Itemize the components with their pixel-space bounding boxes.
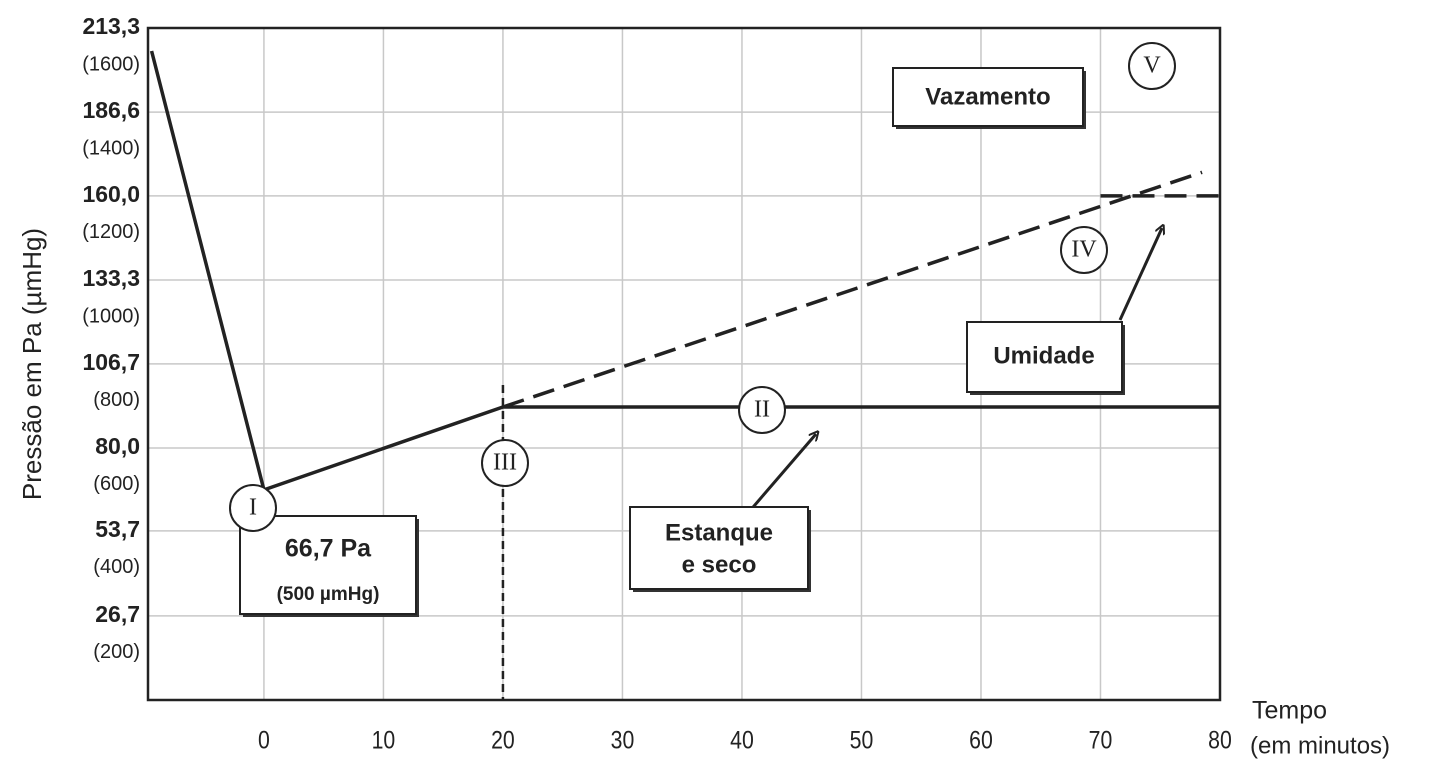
marker-circle xyxy=(229,484,277,532)
annotation: e seco xyxy=(682,551,757,578)
x-axis-label: Tempo xyxy=(1252,697,1327,725)
y-axis-label: Pressão em Pa (µmHg) xyxy=(17,228,47,500)
annotation-box xyxy=(892,67,1084,127)
y-tick-label: 106,7 xyxy=(82,349,140,375)
line xyxy=(502,170,1203,409)
y-tick-sublabel: (1200) xyxy=(82,221,140,243)
arrow xyxy=(746,434,816,514)
y-tick-label: 186,6 xyxy=(82,97,140,123)
y-tick-label: 133,3 xyxy=(82,265,140,291)
x-tick-label: 50 xyxy=(850,726,874,754)
marker-circle xyxy=(1060,226,1108,274)
annotation: Vazamento xyxy=(925,83,1050,110)
annotation: 66,7 Pa xyxy=(285,535,372,563)
y-tick-label: 80,0 xyxy=(95,433,140,459)
marker-label: IV xyxy=(1071,237,1097,263)
marker-circle xyxy=(481,439,529,487)
annotation: Umidade xyxy=(993,342,1094,369)
y-tick-sublabel: (800) xyxy=(93,389,140,411)
y-tick-sublabel: (600) xyxy=(93,473,140,495)
y-tick-sublabel: (1600) xyxy=(82,53,140,75)
marker-label: I xyxy=(249,495,257,521)
x-tick-label: 80 xyxy=(1208,726,1232,754)
x-tick-label: 70 xyxy=(1089,726,1113,754)
marker-circle xyxy=(1128,42,1176,90)
x-tick-label: 30 xyxy=(611,726,635,754)
x-tick-label: 20 xyxy=(491,726,515,754)
y-tick-sublabel: (200) xyxy=(93,641,140,663)
x-tick-label: 0 xyxy=(258,726,270,754)
plot-frame xyxy=(146,26,1222,702)
marker-label: II xyxy=(754,397,770,423)
annotation-box xyxy=(629,506,809,590)
x-tick-label: 40 xyxy=(730,726,754,754)
annotation-box xyxy=(966,321,1123,393)
arrow xyxy=(1118,228,1162,321)
y-tick-sublabel: (1000) xyxy=(82,305,140,327)
y-tick-sublabel: (400) xyxy=(93,556,140,578)
annotation: (500 µmHg) xyxy=(277,584,380,605)
annotation: Estanque xyxy=(665,519,773,546)
marker-label: III xyxy=(493,450,517,476)
y-tick-label: 26,7 xyxy=(95,601,140,627)
y-tick-label: 213,3 xyxy=(82,13,140,39)
y-tick-label: 53,7 xyxy=(95,516,140,542)
marker-label: V xyxy=(1143,53,1161,79)
annotation-box xyxy=(239,515,417,615)
y-tick-sublabel: (1400) xyxy=(82,137,140,159)
x-tick-label: 10 xyxy=(372,726,396,754)
x-tick-label: 60 xyxy=(969,726,993,754)
marker-circle xyxy=(738,386,786,434)
y-tick-label: 160,0 xyxy=(82,181,140,207)
x-axis-label: (em minutos) xyxy=(1250,732,1390,759)
line xyxy=(149,50,1220,493)
